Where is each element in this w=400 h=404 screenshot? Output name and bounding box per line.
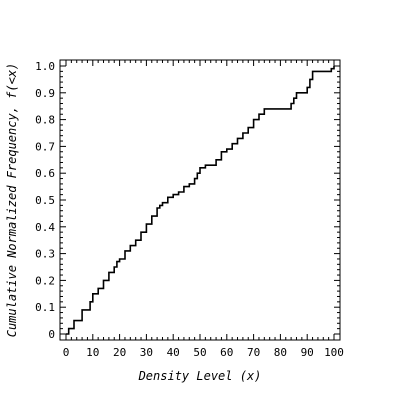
y-tick-label: 0.9 xyxy=(35,87,55,100)
y-tick-label: 0.1 xyxy=(35,301,55,314)
y-tick-label: 0.5 xyxy=(35,194,55,207)
y-tick-label: 1.0 xyxy=(35,60,55,73)
x-tick-label: 40 xyxy=(167,346,180,359)
y-tick-label: 0.3 xyxy=(35,248,55,261)
plot-frame xyxy=(59,59,341,341)
tick-marks xyxy=(60,60,340,340)
x-tick-label: 10 xyxy=(86,346,99,359)
y-tick-label: 0.2 xyxy=(35,274,55,287)
x-axis-title: Density Level (x) xyxy=(138,369,262,383)
x-tick-label: 0 xyxy=(63,346,70,359)
x-tick-label: 20 xyxy=(113,346,126,359)
x-tick-label: 70 xyxy=(247,346,260,359)
x-tick-label: 60 xyxy=(220,346,233,359)
y-tick-label: 0.4 xyxy=(35,221,55,234)
y-tick-label: 0 xyxy=(48,328,55,341)
x-tick-label: 30 xyxy=(140,346,153,359)
y-tick-label: 0.7 xyxy=(35,140,55,153)
series-line xyxy=(66,66,335,335)
y-axis-title: Cumulative Normalized Frequency, f(<x) xyxy=(5,63,19,338)
y-tick-label: 0.8 xyxy=(35,114,55,127)
tick-labels: 0 10 20 30 40 50 60 70 80 90 100 0 0.1 0.2 0.3 0.4 0.5 0.… xyxy=(35,60,344,359)
x-tick-label: 90 xyxy=(301,346,314,359)
x-tick-label: 100 xyxy=(324,346,344,359)
x-tick-label: 50 xyxy=(193,346,206,359)
x-tick-label: 80 xyxy=(274,346,287,359)
y-tick-label: 0.6 xyxy=(35,167,55,180)
